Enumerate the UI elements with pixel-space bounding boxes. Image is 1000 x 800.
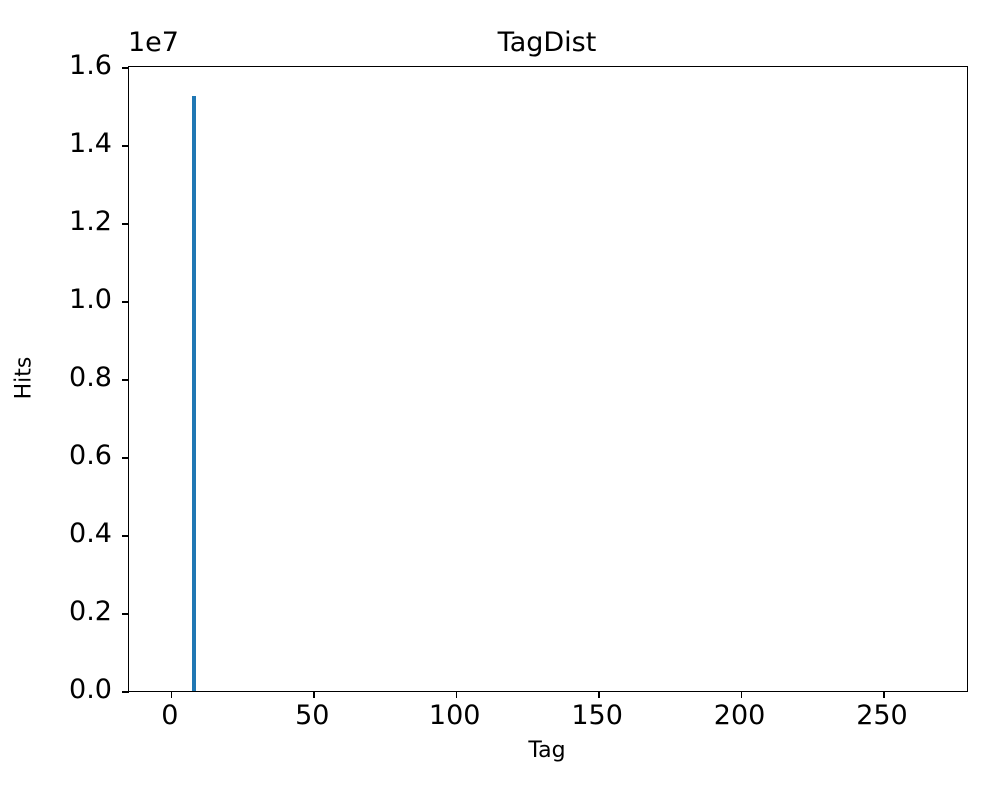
x-axis-label: Tag xyxy=(528,738,566,763)
y-axis-label: Hits xyxy=(11,356,37,400)
y-tick-mark xyxy=(122,535,129,537)
bar xyxy=(191,95,196,691)
y-tick-label: 0.8 xyxy=(69,362,112,393)
y-tick-mark xyxy=(122,457,129,459)
y-tick-label: 1.0 xyxy=(69,284,112,315)
y-tick-label: 1.6 xyxy=(69,50,112,81)
x-tick-mark xyxy=(740,691,743,698)
x-tick-label: 50 xyxy=(295,700,330,731)
x-tick-label: 100 xyxy=(428,700,481,731)
x-tick-label: 150 xyxy=(571,700,623,731)
y-axis-tick-labels: 0.0 0.2 0.4 0.6 0.8 1.0 1.2 1.4 1.6 xyxy=(0,50,112,705)
plot-area xyxy=(129,67,967,691)
chart-title: TagDist xyxy=(497,27,597,58)
x-tick-mark xyxy=(313,691,315,698)
y-tick-label: 0.4 xyxy=(69,518,112,549)
x-tick-mark xyxy=(598,691,600,698)
y-tick-mark xyxy=(122,145,129,147)
y-tick-label: 0.0 xyxy=(69,674,112,705)
y-tick-label: 1.2 xyxy=(69,206,112,237)
y-tick-mark xyxy=(122,691,129,693)
x-axis-tick-labels: 0 50 100 150 200 250 xyxy=(128,690,966,731)
y-tick-label: 1.4 xyxy=(69,128,112,159)
x-tick-label: 250 xyxy=(856,700,908,731)
x-tick-mark xyxy=(170,691,173,698)
x-tick-mark xyxy=(882,691,885,698)
y-axis-offset-text: 1e7 xyxy=(128,27,179,58)
y-tick-mark xyxy=(122,223,129,225)
y-tick-mark xyxy=(122,301,129,303)
x-tick-label: 0 xyxy=(161,700,179,731)
y-tick-label: 0.6 xyxy=(69,440,112,471)
y-tick-mark xyxy=(122,613,129,615)
y-tick-label: 0.2 xyxy=(69,596,112,627)
y-tick-mark xyxy=(122,67,129,69)
x-tick-label: 200 xyxy=(713,700,766,731)
x-tick-mark xyxy=(455,691,458,698)
plot-axes xyxy=(122,66,968,698)
y-tick-mark xyxy=(122,379,129,381)
